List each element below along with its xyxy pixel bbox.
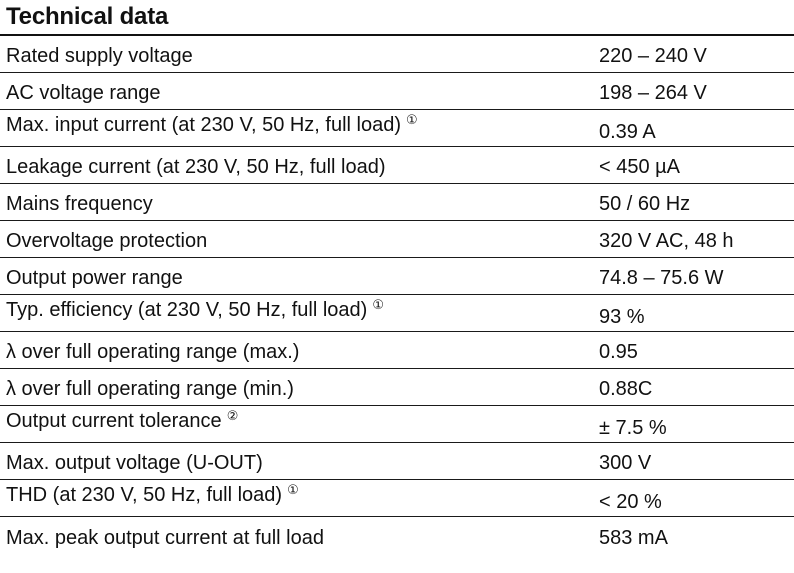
table-row: THD (at 230 V, 50 Hz, full load) ① < 20 %: [0, 480, 794, 517]
value-cell: 198 – 264 V: [599, 82, 707, 104]
parameter-label: THD (at 230 V, 50 Hz, full load): [6, 484, 283, 506]
value-cell: 50 / 60 Hz: [599, 193, 691, 215]
value-cell: 0.95: [599, 341, 638, 363]
parameter-cell: Typ. efficiency (at 230 V, 50 Hz, full l…: [6, 294, 384, 321]
value-cell: 74.8 – 75.6 W: [599, 267, 724, 289]
value-cell: 93 %: [599, 306, 645, 328]
section-title: Technical data: [6, 3, 169, 30]
footnote-marker: ②: [226, 408, 239, 423]
parameter-label: Typ. efficiency (at 230 V, 50 Hz, full l…: [6, 299, 368, 321]
parameter-label: Overvoltage protection: [6, 230, 208, 252]
parameter-label: λ over full operating range (max.): [6, 341, 300, 363]
parameter-cell: Leakage current (at 230 V, 50 Hz, full l…: [6, 156, 386, 178]
parameter-cell: Rated supply voltage: [6, 45, 193, 67]
parameter-label: Output current tolerance: [6, 410, 222, 432]
table-row: Max. output voltage (U-OUT) 300 V: [0, 443, 794, 480]
table-row: λ over full operating range (max.) 0.95: [0, 332, 794, 369]
value-cell: 320 V AC, 48 h: [599, 230, 734, 252]
table-row: Rated supply voltage 220 – 240 V: [0, 36, 794, 73]
table-row: Output power range 74.8 – 75.6 W: [0, 258, 794, 295]
table-row: Overvoltage protection 320 V AC, 48 h: [0, 221, 794, 258]
footnote-marker: ①: [406, 112, 418, 127]
parameter-cell: THD (at 230 V, 50 Hz, full load) ①: [6, 479, 299, 506]
parameter-cell: Overvoltage protection: [6, 230, 207, 252]
parameter-cell: λ over full operating range (min.): [6, 378, 294, 400]
value-cell: < 20 %: [599, 491, 662, 513]
parameter-cell: Max. input current (at 230 V, 50 Hz, ful…: [6, 109, 418, 136]
parameter-cell: AC voltage range: [6, 82, 161, 104]
parameter-label: Max. output voltage (U-OUT): [6, 452, 263, 474]
parameter-cell: Output power range: [6, 267, 183, 289]
table-row: Max. input current (at 230 V, 50 Hz, ful…: [0, 110, 794, 147]
table-row: Max. peak output current at full load 583…: [0, 517, 794, 554]
value-cell: < 450 µA: [599, 156, 681, 178]
table-row: λ over full operating range (min.) 0.88C: [0, 369, 794, 406]
parameter-label: Mains frequency: [6, 193, 153, 215]
parameter-cell: Max. peak output current at full load: [6, 527, 324, 549]
parameter-label: Leakage current (at 230 V, 50 Hz, full l…: [6, 156, 386, 178]
parameter-label: Output power range: [6, 267, 183, 289]
spec-table: Rated supply voltage 220 – 240 V AC voltag…: [0, 36, 794, 554]
parameter-label: Max. input current (at 230 V, 50 Hz, ful…: [6, 114, 402, 136]
parameter-cell: λ over full operating range (max.): [6, 341, 299, 363]
parameter-cell: Mains frequency: [6, 193, 153, 215]
table-row: AC voltage range 198 – 264 V: [0, 73, 794, 110]
table-row: Typ. efficiency (at 230 V, 50 Hz, full l…: [0, 295, 794, 332]
table-row: Leakage current (at 230 V, 50 Hz, full l…: [0, 147, 794, 184]
value-cell: 0.88C: [599, 378, 653, 400]
footnote-marker: ①: [372, 297, 384, 312]
parameter-label: λ over full operating range (min.): [6, 378, 294, 400]
parameter-cell: Max. output voltage (U-OUT): [6, 452, 263, 474]
value-cell: 220 – 240 V: [599, 45, 707, 67]
value-cell: 0.39 A: [599, 121, 656, 143]
parameter-label: Rated supply voltage: [6, 45, 193, 67]
value-cell: ± 7.5 %: [599, 417, 667, 439]
parameter-label: Max. peak output current at full load: [6, 527, 324, 549]
title-divider: [0, 34, 794, 36]
table-row: Mains frequency 50 / 60 Hz: [0, 184, 794, 221]
value-cell: 583 mA: [599, 527, 668, 549]
table-row: Output current tolerance ② ± 7.5 %: [0, 406, 794, 443]
parameter-cell: Output current tolerance ②: [6, 405, 238, 432]
footnote-marker: ①: [287, 482, 299, 497]
value-cell: 300 V: [599, 452, 652, 474]
parameter-label: AC voltage range: [6, 82, 161, 104]
